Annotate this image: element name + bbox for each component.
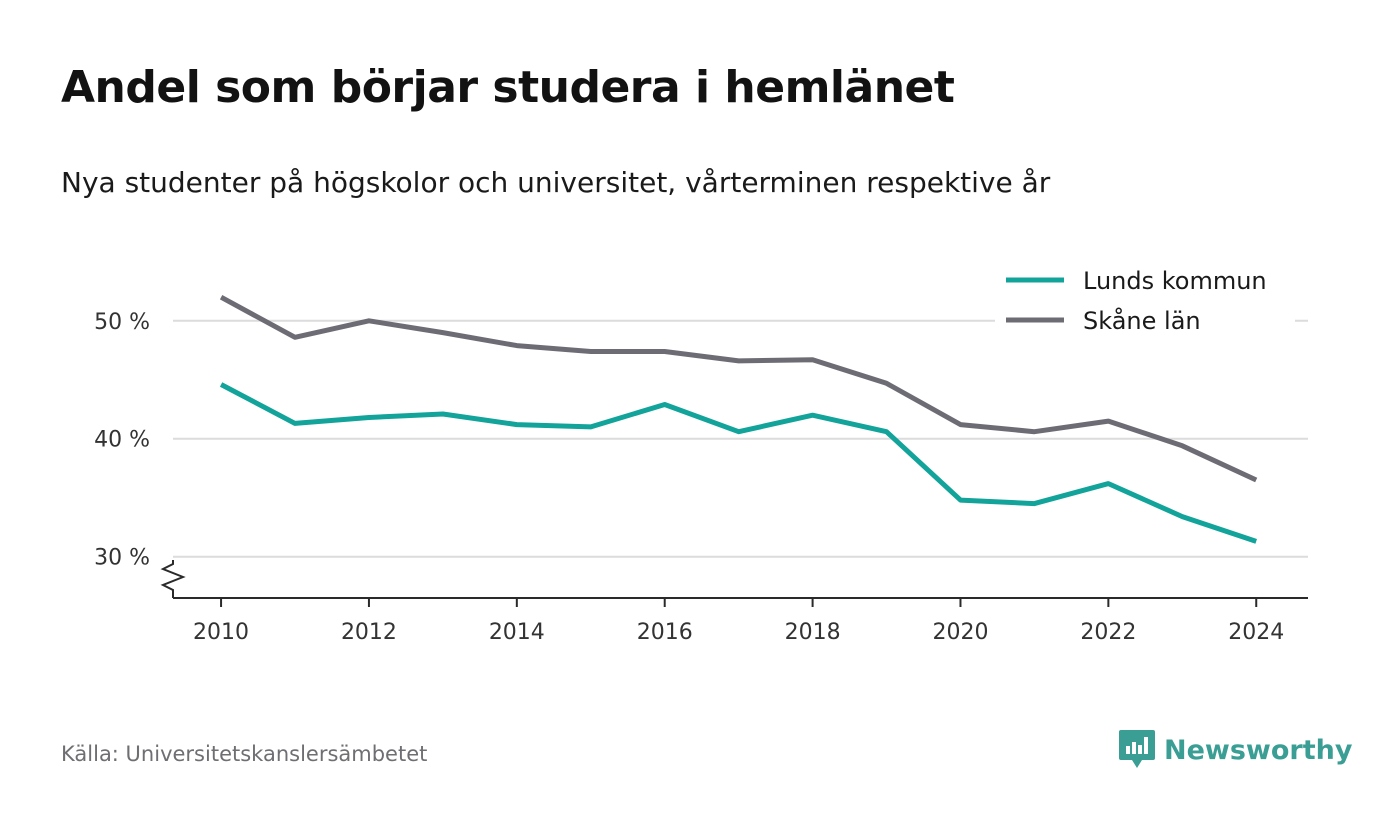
legend-label: Lunds kommun xyxy=(1083,267,1267,295)
y-tick-label: 40 % xyxy=(94,428,150,453)
x-tick-label: 2012 xyxy=(341,620,397,645)
chart-subtitle: Nya studenter på högskolor och universit… xyxy=(61,166,1051,199)
x-tick-label: 2014 xyxy=(489,620,545,645)
brand-logo: Newsworthy xyxy=(1118,728,1352,772)
brand-name: Newsworthy xyxy=(1164,734,1353,766)
legend-background xyxy=(995,258,1295,342)
y-axis-break-icon xyxy=(160,560,186,598)
legend-label: Skåne län xyxy=(1083,306,1201,335)
gridlines xyxy=(173,319,1308,558)
newsworthy-logo-icon xyxy=(1119,730,1155,768)
legend: Lunds kommun Skåne län xyxy=(995,258,1295,342)
x-tick-label: 2024 xyxy=(1228,620,1284,645)
series-line-0 xyxy=(219,382,1257,544)
axes: 30 % 40 % 50 % 2010 2012 2014 2016 2018 2020 2022… xyxy=(94,310,1308,645)
series-lines xyxy=(219,295,1258,544)
series-line-1 xyxy=(219,295,1258,483)
x-tick-label: 2018 xyxy=(785,620,841,645)
y-tick-label: 30 % xyxy=(94,546,150,571)
x-tick-label: 2010 xyxy=(193,620,249,645)
x-tick-label: 2016 xyxy=(637,620,693,645)
source-note: Källa: Universitetskanslersämbetet xyxy=(61,742,428,766)
chart-title: Andel som börjar studera i hemlänet xyxy=(61,62,955,113)
x-tick-label: 2022 xyxy=(1080,620,1136,645)
x-tick-label: 2020 xyxy=(932,620,988,645)
y-tick-label: 50 % xyxy=(94,310,150,335)
